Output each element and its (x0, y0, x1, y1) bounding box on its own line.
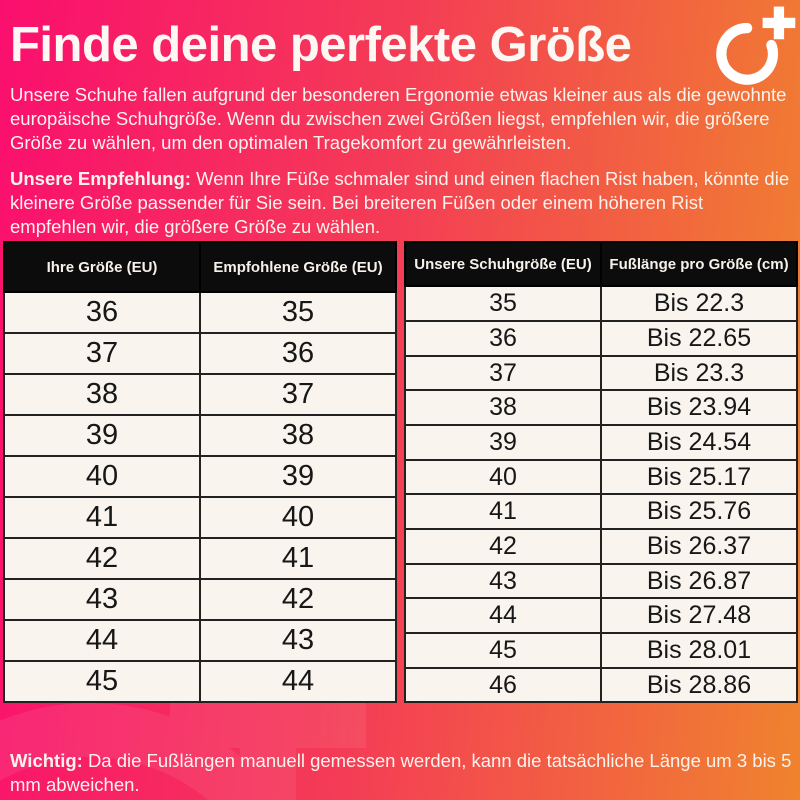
table-row: 44 Bis 27.48 (404, 597, 798, 634)
recommended-size-cell: 36 (199, 332, 397, 376)
table-row: 36 35 (3, 291, 397, 335)
table-row: 37 Bis 23.3 (404, 354, 798, 392)
table-row: 43 Bis 26.87 (404, 562, 798, 600)
table-row: 41 40 (3, 496, 397, 540)
foot-length-cell: Bis 22.65 (600, 320, 798, 357)
recommended-size-cell: 35 (199, 291, 397, 335)
your-size-cell: 44 (3, 619, 201, 663)
foot-length-cell: Bis 25.76 (600, 493, 798, 531)
table-row: 44 43 (3, 619, 397, 663)
table-row: 40 Bis 25.17 (404, 458, 798, 496)
recommended-size-cell: 44 (199, 660, 397, 704)
shoe-size-cell: 38 (404, 389, 602, 427)
foot-length-cell: Bis 27.48 (600, 597, 798, 634)
shoe-size-cell: 45 (404, 632, 602, 669)
table-row: 43 42 (3, 578, 397, 622)
recommended-size-cell: 43 (199, 619, 397, 663)
your-size-cell: 38 (3, 373, 201, 417)
table-row: 39 Bis 24.54 (404, 424, 798, 461)
column-header-your-size: Ihre Größe (EU) (3, 241, 201, 294)
foot-length-cell: Bis 26.37 (600, 528, 798, 565)
shoe-size-cell: 37 (404, 354, 602, 392)
note-paragraph: Wichtig: Da die Fußlängen manuell gemess… (10, 749, 792, 797)
your-size-cell: 43 (3, 578, 201, 622)
column-header-recommended-size: Empfohlene Größe (EU) (199, 241, 397, 294)
table-row: 38 37 (3, 373, 397, 417)
foot-length-cell: Bis 25.17 (600, 458, 798, 496)
page-title: Finde deine perfekte Größe (10, 18, 632, 72)
your-size-cell: 36 (3, 291, 201, 335)
table-row: 41 Bis 25.76 (404, 493, 798, 531)
intro-paragraph: Unsere Schuhe fallen aufgrund der besond… (10, 84, 787, 154)
recommended-size-cell: 39 (199, 455, 397, 499)
recommended-size-cell: 38 (199, 414, 397, 458)
your-size-cell: 40 (3, 455, 201, 499)
header: Finde deine perfekte Größe (0, 0, 800, 71)
foot-length-table: Unsere Schuhgröße (EU) Fußlänge pro Größ… (404, 241, 798, 704)
table-row: 38 Bis 23.94 (404, 389, 798, 427)
foot-length-cell: Bis 26.87 (600, 562, 798, 600)
your-size-cell: 45 (3, 660, 201, 704)
table-row: 45 44 (3, 660, 397, 704)
shoe-size-cell: 39 (404, 424, 602, 461)
shoe-size-cell: 43 (404, 562, 602, 600)
shoe-size-cell: 40 (404, 458, 602, 496)
size-conversion-table-header: Ihre Größe (EU) Empfohlene Größe (EU) (3, 241, 397, 294)
table-row: 35 Bis 22.3 (404, 285, 798, 323)
shoe-size-cell: 42 (404, 528, 602, 565)
shoe-size-cell: 44 (404, 597, 602, 634)
your-size-cell: 37 (3, 332, 201, 376)
shoe-size-cell: 35 (404, 285, 602, 323)
note-text: Da die Fußlängen manuell gemessen werden… (10, 750, 792, 796)
table-row: 37 36 (3, 332, 397, 376)
column-header-shoe-size: Unsere Schuhgröße (EU) (404, 241, 602, 288)
recommendation-paragraph: Unsere Empfehlung: Wenn Ihre Füße schmal… (10, 167, 792, 239)
recommended-size-cell: 41 (199, 537, 397, 581)
foot-length-cell: Bis 23.3 (600, 354, 798, 392)
foot-length-cell: Bis 28.01 (600, 632, 798, 669)
foot-length-table-header: Unsere Schuhgröße (EU) Fußlänge pro Größ… (404, 241, 798, 288)
table-row: 45 Bis 28.01 (404, 632, 798, 669)
foot-length-cell: Bis 28.86 (600, 666, 798, 704)
recommendation-text: Wenn Ihre Füße schmaler sind und einen f… (10, 168, 790, 238)
your-size-cell: 39 (3, 414, 201, 458)
shoe-size-cell: 41 (404, 493, 602, 531)
note-label: Wichtig: (10, 750, 83, 772)
recommended-size-cell: 37 (199, 373, 397, 417)
table-row: 42 41 (3, 537, 397, 581)
shoe-size-cell: 46 (404, 666, 602, 704)
your-size-cell: 42 (3, 537, 201, 581)
table-row: 40 39 (3, 455, 397, 499)
foot-length-cell: Bis 24.54 (600, 424, 798, 461)
recommended-size-cell: 42 (199, 578, 397, 622)
foot-length-cell: Bis 23.94 (600, 389, 798, 427)
o-plus-logo-icon (716, 6, 796, 85)
column-header-foot-length: Fußlänge pro Größe (cm) (600, 241, 798, 288)
your-size-cell: 41 (3, 496, 201, 540)
shoe-size-cell: 36 (404, 320, 602, 357)
foot-length-cell: Bis 22.3 (600, 285, 798, 323)
size-tables-section: Ihre Größe (EU) Empfohlene Größe (EU) 36… (3, 241, 798, 704)
table-row: 39 38 (3, 414, 397, 458)
recommended-size-cell: 40 (199, 496, 397, 540)
size-conversion-table: Ihre Größe (EU) Empfohlene Größe (EU) 36… (3, 241, 397, 704)
table-row: 36 Bis 22.65 (404, 320, 798, 357)
table-row: 42 Bis 26.37 (404, 528, 798, 565)
recommendation-label: Unsere Empfehlung: (10, 168, 191, 190)
table-row: 46 Bis 28.86 (404, 666, 798, 704)
